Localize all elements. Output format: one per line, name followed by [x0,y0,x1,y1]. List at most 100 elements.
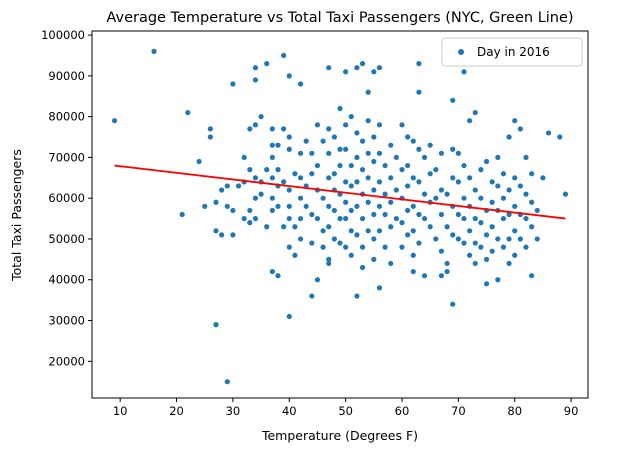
x-tick-label: 70 [451,404,466,418]
data-point [359,167,366,173]
data-point [320,228,326,234]
data-point [337,162,343,169]
data-point [247,126,253,132]
data-point [416,211,422,218]
data-point [388,199,394,205]
data-point [455,211,461,218]
y-tick-label: 60000 [48,191,85,205]
data-point [320,138,326,144]
data-point [506,134,512,140]
y-tick-label: 30000 [48,314,85,328]
y-tick-label: 90000 [48,69,85,83]
data-point [534,236,540,242]
data-point [427,142,433,148]
x-tick-label: 40 [282,404,297,418]
data-point [359,138,366,144]
data-point [359,264,366,271]
data-point [382,162,388,169]
data-point [354,293,360,299]
x-tick-label: 10 [113,404,128,418]
data-point [376,179,383,185]
data-point [365,228,371,234]
y-tick-label: 50000 [48,232,85,246]
data-point [326,260,332,267]
y-axis-title: Total Taxi Passengers [9,149,24,282]
data-point [365,118,371,124]
data-point [376,285,383,291]
data-point [444,191,450,197]
data-point [410,228,416,234]
data-point [292,224,298,230]
data-point [213,322,219,328]
data-point [303,203,309,209]
data-point [224,183,230,189]
data-point [517,126,523,132]
y-tick-label: 80000 [48,110,85,124]
data-point [371,256,377,262]
data-point [207,134,213,140]
data-point [450,97,456,103]
data-point [405,232,411,238]
data-point [376,228,383,234]
data-point [467,228,473,234]
data-point [264,167,270,173]
data-point [562,191,569,197]
data-point [337,146,343,152]
data-point [455,236,461,242]
data-point [281,224,287,230]
data-point [207,126,213,132]
data-point [275,142,281,148]
data-point [506,236,512,242]
data-point [399,244,405,250]
data-point [269,154,275,161]
data-point [433,195,439,201]
data-point [269,195,275,201]
data-point [337,105,343,112]
data-point [371,211,377,218]
data-point [286,146,292,152]
x-axis-title: Temperature (Degrees F) [261,428,418,443]
data-point [461,240,467,246]
data-point [365,175,371,181]
data-point [382,244,388,250]
data-point [297,236,304,242]
legend-label: Day in 2016 [477,45,550,59]
data-point [269,268,275,275]
data-point [421,273,428,279]
data-point [500,195,507,201]
data-point [247,220,253,226]
data-point [224,379,230,385]
data-point [495,183,501,189]
data-point [529,199,535,205]
data-point [365,89,371,95]
data-point [376,203,383,209]
data-point [303,138,309,144]
data-point [523,215,529,222]
data-point [421,191,428,197]
x-tick-label: 80 [507,404,522,418]
data-point [393,187,399,193]
data-point [269,175,275,181]
data-point [343,122,349,128]
data-point [523,154,529,161]
data-point [405,207,411,214]
data-point [247,207,253,214]
data-point [365,150,371,156]
data-point [382,211,388,218]
data-point [388,224,394,230]
data-point [461,69,467,75]
data-point [433,236,439,242]
data-point [410,268,416,275]
data-point [405,162,411,169]
data-point [410,138,416,144]
data-point [269,142,275,148]
data-point [371,187,377,193]
data-point [483,158,490,165]
data-point [292,171,298,177]
plot-frame [91,30,589,399]
data-point [512,252,518,258]
data-point [450,146,456,152]
data-point [258,114,264,120]
data-point [252,175,259,181]
data-point [230,207,236,214]
